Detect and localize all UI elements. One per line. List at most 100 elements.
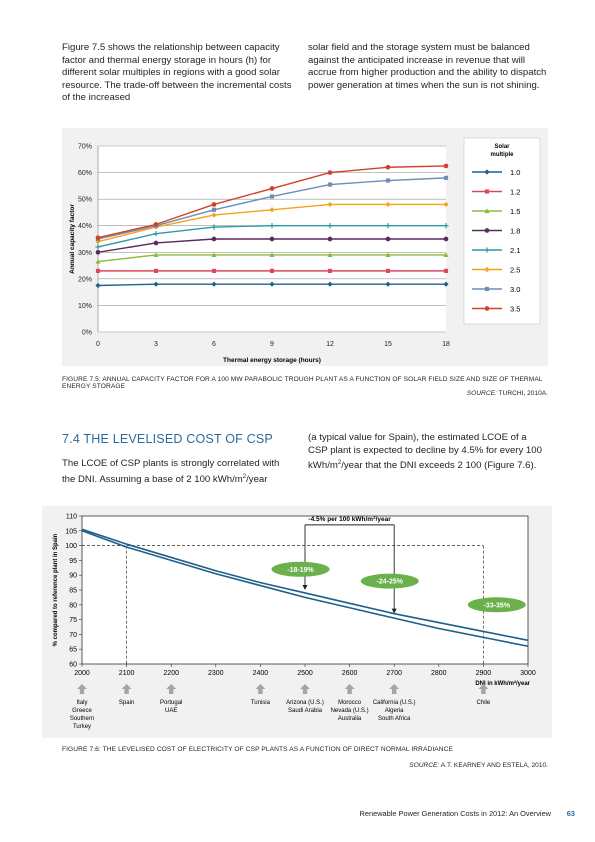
data-point <box>211 236 217 242</box>
figure-7-5-source: SOURCE: TURCHI, 2010A. <box>467 390 548 397</box>
x-tick-label: 12 <box>326 341 334 348</box>
legend-marker <box>484 208 490 214</box>
y-tick-label: 100 <box>65 543 77 550</box>
section-right-text-1: (a typical value for Spain), the estimat… <box>308 432 542 472</box>
x-tick-label: 3000 <box>520 670 536 677</box>
source-text: A.T. KEARNEY AND ESTELA, 2010. <box>439 762 548 769</box>
data-point <box>269 207 275 213</box>
y-tick-label: 75 <box>69 617 77 624</box>
annotation-arrowhead <box>391 608 397 614</box>
region-label: California (U.S.) <box>373 700 416 706</box>
legend-marker <box>484 169 490 175</box>
legend-title: Solar <box>494 144 510 150</box>
data-point <box>269 194 275 199</box>
y-tick-label: 30% <box>78 250 92 257</box>
region-arrow-icon <box>478 684 489 694</box>
lcoe-curve-2 <box>81 528 529 642</box>
y-tick-label: 95 <box>69 558 77 565</box>
section-left-text: The LCOE of CSP plants is strongly corre… <box>62 458 280 485</box>
x-tick-label: 2200 <box>163 670 179 677</box>
data-point <box>153 222 159 227</box>
data-point <box>269 281 275 287</box>
data-point <box>327 182 333 187</box>
data-point <box>385 252 391 258</box>
series-1.5 <box>95 252 449 264</box>
x-tick-label: 15 <box>384 341 392 348</box>
intro-right-paragraph: solar field and the storage system must … <box>308 42 547 91</box>
data-point <box>153 240 159 246</box>
x-tick-label: 2300 <box>208 670 224 677</box>
data-point <box>95 268 101 273</box>
legend-marker <box>484 228 490 233</box>
y-tick-label: 85 <box>69 588 77 595</box>
data-point <box>269 252 275 258</box>
data-point <box>95 249 101 255</box>
page-number: 63 <box>566 809 575 818</box>
figure-7-5-chart: 0% 10% 20% 30% 40% 50% 60% 70% 0 3 6 9 12 15 18 Thermal… <box>69 137 541 364</box>
series-3.5 <box>95 163 449 241</box>
data-point <box>327 170 333 175</box>
region-label: Portugal <box>160 700 182 706</box>
y-tick-label: 50% <box>78 197 92 204</box>
x-tick-label: 2000 <box>74 670 90 677</box>
data-point <box>385 201 391 208</box>
reduction-badge-label: -33-35% <box>484 602 511 609</box>
y-tick-label: 105 <box>65 528 77 535</box>
series-2.1 <box>95 223 449 250</box>
data-point <box>385 164 391 170</box>
figure-7-5-caption: FIGURE 7.5: ANNUAL CAPACITY FACTOR FOR A… <box>62 376 543 390</box>
y-tick-label: 0% <box>82 330 92 337</box>
y-tick-label: 90 <box>69 573 77 580</box>
data-point <box>443 163 449 169</box>
y-tick-label: 110 <box>66 514 77 521</box>
x-axis-label: Thermal energy storage (hours) <box>223 357 321 364</box>
x-tick-label: 9 <box>270 341 274 348</box>
data-point <box>211 207 217 212</box>
source-text: TURCHI, 2010A. <box>496 390 548 397</box>
reduction-badge-label: -18-19% <box>287 567 314 574</box>
y-tick-label: 20% <box>78 276 92 283</box>
legend-label: 1.2 <box>510 187 520 196</box>
legend-label: 3.5 <box>510 304 520 313</box>
y-tick-label: 10% <box>78 303 92 310</box>
data-point <box>269 236 275 242</box>
region-arrow-icon <box>255 684 266 694</box>
region-label: UAE <box>165 708 177 714</box>
annotation-label: -4.5% per 100 kWh/m2/year <box>308 514 391 523</box>
x-tick-label: 2800 <box>431 670 447 677</box>
region-arrow-icon <box>300 684 310 694</box>
y-tick-label: 80 <box>69 602 77 609</box>
data-point <box>95 235 101 241</box>
region-label: Chile <box>477 700 491 706</box>
region-arrow-icon <box>344 684 355 694</box>
y-tick-label: 65 <box>69 647 77 654</box>
data-point <box>95 258 101 264</box>
series-1.2 <box>95 268 449 273</box>
reduction-badge <box>467 597 526 613</box>
region-label: Southern <box>70 716 94 722</box>
x-tick-label: 2900 <box>476 670 492 677</box>
reduction-badge-label: -24-25% <box>377 579 404 586</box>
x-axis-label: DNI in kWh/m²/year <box>475 680 530 687</box>
data-point <box>385 236 391 242</box>
x-tick-label: 2700 <box>386 670 402 677</box>
source-label: SOURCE: <box>466 390 497 397</box>
region-label: Australia <box>338 716 362 722</box>
y-tick-label: 70 <box>69 632 77 639</box>
section-heading: 7.4 THE LEVELISED COST OF CSP <box>62 432 273 446</box>
region-arrow-icon <box>389 684 400 694</box>
legend-label: 2.1 <box>510 246 520 255</box>
region-label: Italy <box>76 700 87 706</box>
data-point <box>211 268 217 273</box>
data-point <box>211 212 217 218</box>
figure-7-6-chart: 60 65 70 75 80 85 90 95 100 105 110 2000 2100 2200 230… <box>53 514 536 731</box>
data-point <box>327 236 333 242</box>
region-label: Tunisia <box>251 700 271 706</box>
series-1.8 <box>95 236 449 255</box>
legend-label: 3.0 <box>510 285 520 294</box>
legend-label: 1.8 <box>510 226 520 235</box>
legend-label: 2.5 <box>510 265 520 274</box>
region-label: Nevada (U.S.) <box>331 708 369 714</box>
region-label: Arizona (U.S.) <box>286 700 324 706</box>
data-point <box>153 252 159 258</box>
